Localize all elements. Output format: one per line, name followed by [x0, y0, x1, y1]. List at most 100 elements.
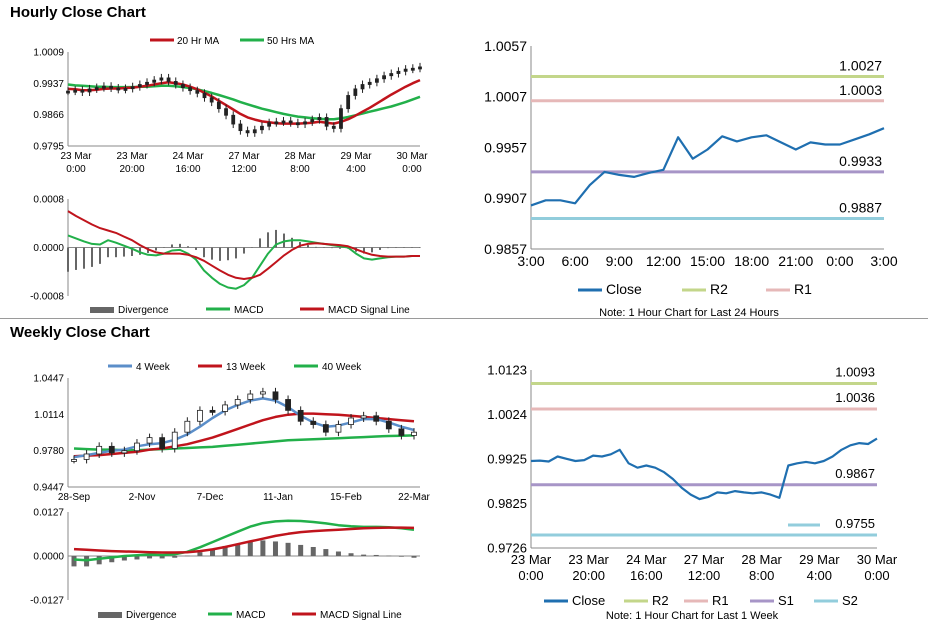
price-candle — [317, 117, 322, 121]
divergence-bar — [187, 246, 189, 248]
divergence-bar — [371, 247, 373, 253]
price-candle — [385, 420, 392, 430]
divergence-bar — [134, 556, 140, 560]
y-tick-label: 0.9780 — [33, 446, 64, 457]
price-candle — [274, 121, 279, 125]
chart-note: Note: 1 Hour Chart for Last 24 Hours — [599, 307, 779, 319]
divergence-bar — [339, 247, 341, 249]
y-tick-label: 1.0114 — [34, 410, 64, 421]
legend-label: R1 — [794, 281, 812, 297]
price-candle — [231, 114, 236, 125]
price-candle — [87, 88, 92, 93]
hourly-section-title: Hourly Close Chart — [10, 4, 146, 21]
divergence-bar — [419, 247, 421, 248]
price-candle — [195, 90, 200, 94]
x-tick-label: 7-Dec — [197, 492, 224, 503]
price-candle — [238, 123, 243, 132]
y-tick-label: 0.0000 — [33, 552, 64, 563]
price-candle — [109, 85, 114, 89]
x-tick-label: 20:00 — [119, 164, 144, 175]
divergence-bar — [163, 247, 165, 248]
price-candle — [281, 120, 286, 124]
price-candle — [374, 78, 379, 83]
divergence-bar — [373, 554, 379, 556]
macd-line — [73, 519, 415, 562]
x-tick-label: 28 Mar — [741, 552, 782, 567]
divergence-bar — [386, 555, 392, 557]
divergence-bar — [315, 246, 317, 248]
x-tick-label: 29 Mar — [799, 552, 840, 567]
price-candle — [159, 77, 164, 81]
price-candle — [295, 122, 300, 126]
x-tick-label: 23 Mar — [511, 552, 552, 567]
divergence-bar — [219, 247, 221, 261]
divergence-bar — [361, 554, 367, 556]
x-tick-label: 8:00 — [290, 164, 310, 175]
y-tick-label: 0.9957 — [484, 139, 527, 155]
price-candle — [171, 431, 178, 449]
divergence-bar — [115, 247, 117, 258]
price-candle — [396, 70, 401, 74]
y-tick-label: 0.9937 — [33, 79, 64, 90]
divergence-bar — [363, 247, 365, 254]
price-candle — [184, 420, 191, 433]
x-tick-label: 15:00 — [690, 253, 725, 269]
divergence-bar — [123, 247, 125, 257]
y-tick-label: 0.0000 — [33, 243, 64, 254]
legend-label: R2 — [652, 593, 669, 608]
divergence-bar — [251, 247, 253, 248]
price-candle — [297, 409, 304, 422]
x-tick-label: 27 Mar — [684, 552, 725, 567]
x-tick-label: 12:00 — [231, 164, 256, 175]
divergence-bar — [155, 247, 157, 251]
price-candle — [159, 437, 166, 449]
divergence-bar — [398, 556, 404, 557]
signal-line — [73, 526, 415, 554]
price-candle — [285, 399, 291, 411]
divergence-bar — [411, 556, 417, 558]
close-line — [530, 127, 885, 207]
price-candle — [181, 84, 185, 88]
x-tick-label: 28-Sep — [58, 492, 91, 503]
divergence-bar — [197, 552, 203, 556]
level-label: 1.0027 — [839, 57, 882, 73]
divergence-bar — [291, 237, 293, 248]
price-candle — [367, 81, 372, 85]
x-tick-label: 16:00 — [630, 568, 663, 583]
price-candle — [116, 87, 121, 91]
divergence-bar — [260, 540, 266, 556]
divergence-bar — [387, 247, 389, 249]
x-tick-label: 0:00 — [864, 568, 889, 583]
legend-label: MACD — [234, 305, 263, 316]
level-label: 0.9887 — [839, 200, 882, 216]
price-candle — [71, 459, 77, 462]
price-candle — [134, 442, 140, 452]
price-candle — [322, 424, 329, 433]
divergence-bar — [109, 556, 115, 563]
level-label: 0.9867 — [835, 466, 875, 481]
y-tick-label: 0.0008 — [33, 195, 64, 206]
divergence-bar — [227, 247, 229, 261]
divergence-bar — [331, 247, 333, 249]
price-candle — [102, 85, 106, 89]
x-tick-label: 20:00 — [572, 568, 605, 583]
divergence-bar — [121, 556, 127, 561]
price-candle — [310, 119, 315, 123]
divergence-bar — [235, 543, 241, 556]
legend-label: Close — [572, 593, 605, 608]
legend-label: 40 Week — [322, 362, 362, 373]
ma20-line — [67, 78, 421, 125]
x-tick-label: 22-Mar — [398, 492, 430, 503]
divergence-bar — [75, 247, 77, 270]
divergence-bar — [210, 548, 216, 556]
legend-label: 13 Week — [226, 362, 266, 373]
price-candle — [310, 420, 317, 425]
ma50-line — [67, 83, 421, 121]
y-tick-label: 1.0447 — [33, 374, 64, 385]
y-tick-label: 0.9925 — [487, 452, 527, 467]
divergence-bar — [335, 551, 341, 556]
x-tick-label: 0:00 — [826, 253, 853, 269]
divergence-bar — [184, 555, 190, 557]
price-candle — [66, 90, 70, 94]
x-tick-label: 3:00 — [517, 253, 544, 269]
